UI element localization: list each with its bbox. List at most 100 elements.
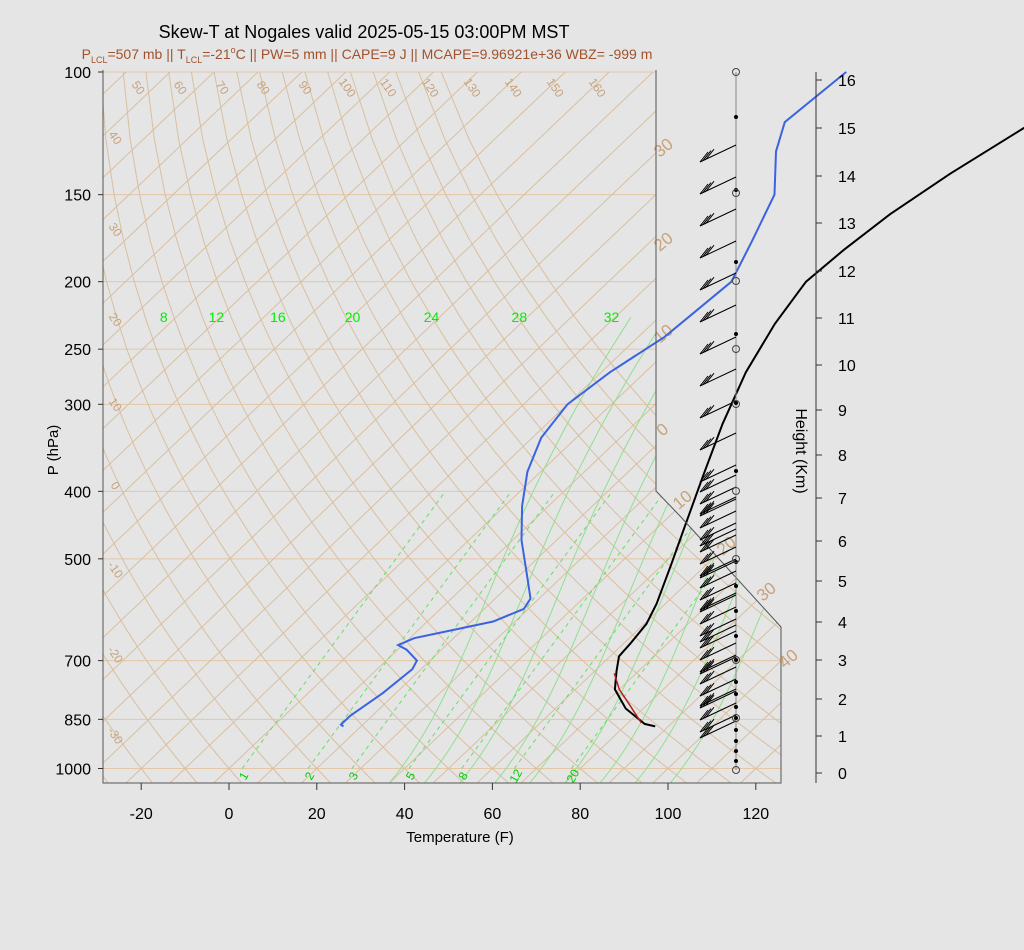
height-ring [732,656,740,664]
isotherm-line [432,71,781,783]
isotherm-line [344,71,781,783]
wind-barb-flag [699,697,709,709]
series-dewpoint [339,71,847,728]
x-tick-label: 60 [484,806,502,823]
isotherm-label: 80 [254,78,273,97]
height-tick-label: 13 [838,216,856,233]
pressure-tick-label: 700 [64,654,91,671]
height-dot [734,634,738,638]
height-dot [734,469,738,473]
wind-barb-flag [699,535,709,547]
wind-barb-flag [699,685,709,697]
height-dot [734,260,738,264]
wind-barb-staff [699,400,737,419]
pressure-tick-label: 100 [64,65,91,82]
mixing-ratio-top-label: 24 [424,309,440,325]
dry-adiabat [103,71,376,783]
mixing-ratio-line [513,491,718,769]
height-ring [732,189,740,197]
wind-barb-flag [705,538,715,550]
dry-adiabat [103,71,287,783]
height-axis-label: Height (Km) [792,408,809,493]
mixing-ratio-top-label: 20 [345,309,361,325]
wind-barb-staff [699,240,737,259]
isotherm-line [103,71,171,783]
isotherm-line [696,71,781,783]
height-tick-label: 9 [838,403,847,420]
wind-barb-flag [702,696,712,707]
moist-adiabat [388,317,632,783]
isotherm-line [103,71,347,783]
isotherm-line [103,71,215,783]
wind-barb-staff [699,176,737,195]
height-dot [734,692,738,696]
wind-barb-flag [705,212,715,224]
wind-barb-flag [702,492,712,503]
isotherm-line [169,71,781,783]
wind-barb-flag [705,706,715,718]
height-tick-label: 11 [838,311,855,328]
mixing-ratio-line [461,491,666,769]
height-dot [734,728,738,732]
height-tick-label: 12 [838,264,856,281]
wind-barb-flag [702,552,712,563]
wind-barb-flag [702,528,712,539]
dry-adiabat [103,71,154,783]
wind-barb-flag [705,598,715,610]
dry-adiabat [236,71,732,783]
pressure-tick-label: 250 [64,342,91,359]
wind-barb-flag [699,493,709,505]
height-dot [734,680,738,684]
wind-barb-staff [699,144,737,163]
wind-barb-flag [702,684,712,695]
height-ring [732,400,740,408]
isotherm-line [213,71,781,783]
wind-barb-flag [702,630,712,641]
dry-adiabat [372,71,781,783]
height-dot [734,759,738,763]
mixing-ratio-top-label: 12 [209,309,225,325]
dry-adiabat-label: -10 [105,559,127,582]
height-tick-label: 7 [838,491,847,508]
wind-barb-flag [705,628,715,640]
wind-barb-flag [702,636,712,647]
dry-adiabat [103,71,198,783]
wind-barb-flag [699,661,709,673]
wind-barb-flag [705,562,715,574]
isotherm-line [103,71,478,783]
wind-barb-flag [705,694,715,706]
wind-barb-flag [702,470,712,481]
wind-barb-flag [702,672,712,683]
dry-adiabat [0,72,19,783]
wind-barb-flag [699,589,709,601]
wind-barb-flag [702,182,712,193]
wind-barb-flag [699,727,709,739]
panel-border [102,70,782,784]
wind-barb-flag [702,612,712,623]
wind-barb-flag [702,540,712,551]
dry-adiabat [213,71,688,783]
height-ring [732,345,740,353]
dry-adiabat [349,71,781,783]
wind-barb-flag [705,564,715,576]
wind-barb-flag [705,148,715,160]
isotherm-line [103,71,522,783]
wind-barb-staff [699,368,737,387]
height-dot [734,658,738,662]
isotherm-label: 100 [336,75,359,100]
isotherm-line [739,71,781,783]
height-tick-label: 14 [838,169,856,186]
wind-barb-flag [699,541,709,553]
isotherm-label: 110 [377,76,400,100]
mixing-ratio-line [571,491,776,769]
isotherm-line [608,71,781,783]
wind-barb-flag [705,718,715,730]
moist-adiabat [634,317,781,783]
wind-barb-flag [705,586,715,598]
wind-barb-flag [702,576,712,587]
mixing-ratio-line [307,491,512,769]
isotherm-label: 160 [586,75,609,100]
height-ring [732,68,740,76]
wind-barb-flag [699,343,709,355]
